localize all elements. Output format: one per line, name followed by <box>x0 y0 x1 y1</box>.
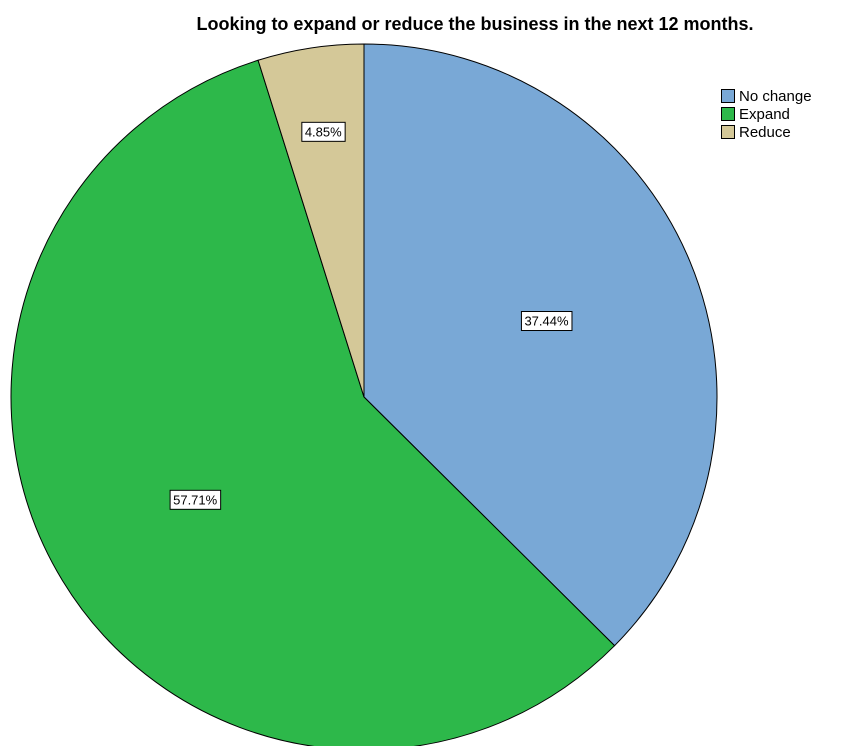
pie-slice-expand <box>10 59 616 746</box>
data-label-text-expand: 57.71% <box>173 492 218 507</box>
legend-label-reduce: Reduce <box>739 123 791 141</box>
data-label-text-no-change: 37.44% <box>524 314 569 329</box>
pie-slice-no-change <box>363 43 718 647</box>
legend-swatch-reduce <box>721 125 735 139</box>
legend-label-no-change: No change <box>739 87 812 105</box>
pie-data-labels: 37.44% 57.71% 4.85% <box>169 121 573 510</box>
data-label-no-change: 37.44% <box>520 311 573 332</box>
legend-item-reduce: Reduce <box>721 123 812 141</box>
legend-item-no-change: No change <box>721 87 812 105</box>
legend-item-expand: Expand <box>721 105 812 123</box>
data-label-reduce: 4.85% <box>301 121 346 142</box>
data-label-text-reduce: 4.85% <box>305 124 342 139</box>
legend-swatch-no-change <box>721 89 735 103</box>
data-label-expand: 57.71% <box>169 489 222 510</box>
chart-title: Looking to expand or reduce the business… <box>196 14 754 34</box>
legend-label-expand: Expand <box>739 105 790 123</box>
chart-legend: No change Expand Reduce <box>721 87 812 141</box>
data-label-box-reduce <box>301 121 346 142</box>
legend-swatch-expand <box>721 107 735 121</box>
data-label-box-expand <box>169 489 222 510</box>
pie-slices <box>10 43 718 746</box>
data-label-box-no-change <box>520 311 573 332</box>
